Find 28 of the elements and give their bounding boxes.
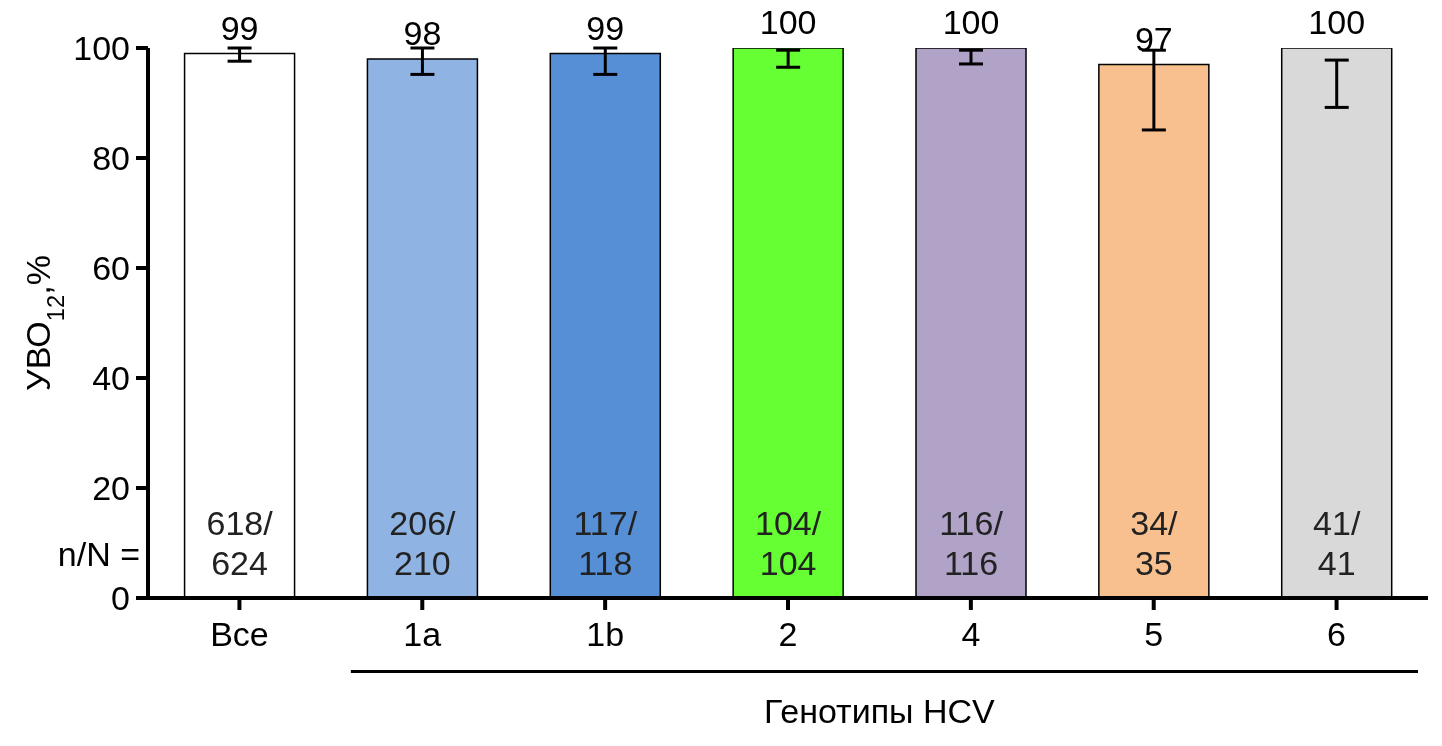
- text: n/N =: [56, 535, 140, 573]
- annotation: 34/ 35: [1130, 504, 1179, 582]
- annotation: 104/ 104: [755, 504, 822, 582]
- y-tick-label: 60: [92, 249, 130, 287]
- x-tick-label: 2: [778, 615, 798, 653]
- annotation: 206/ 210: [389, 504, 457, 582]
- data-label: 98: [403, 14, 442, 52]
- x-tick-label: Все: [210, 615, 269, 653]
- annotation: 116/ 116: [939, 504, 1004, 582]
- annotation: 117/ 118: [573, 504, 638, 582]
- data-label: 99: [586, 8, 625, 47]
- data-label: 99: [220, 8, 259, 47]
- data-label: 100: [942, 3, 1000, 41]
- x-tick-label: 4: [961, 615, 981, 653]
- x-tick-label: 5: [1144, 615, 1164, 653]
- y-tick-label: 20: [92, 469, 130, 507]
- y-tick-label: 40: [92, 359, 130, 397]
- data-label: 100: [759, 3, 817, 41]
- annotation: 41/ 41: [1313, 504, 1361, 582]
- x-tick-label: 1b: [586, 615, 625, 653]
- x-tick-label: 6: [1327, 615, 1347, 653]
- data-label: 100: [1308, 3, 1366, 41]
- y-tick-label: 100: [73, 29, 130, 67]
- annotation: 618/ 624: [206, 504, 274, 582]
- x-axis-title: Генотипы HCV: [764, 692, 996, 730]
- x-tick-label: 1a: [403, 615, 442, 653]
- y-tick-label: 80: [92, 139, 130, 177]
- y-tick-label: 0: [111, 579, 130, 617]
